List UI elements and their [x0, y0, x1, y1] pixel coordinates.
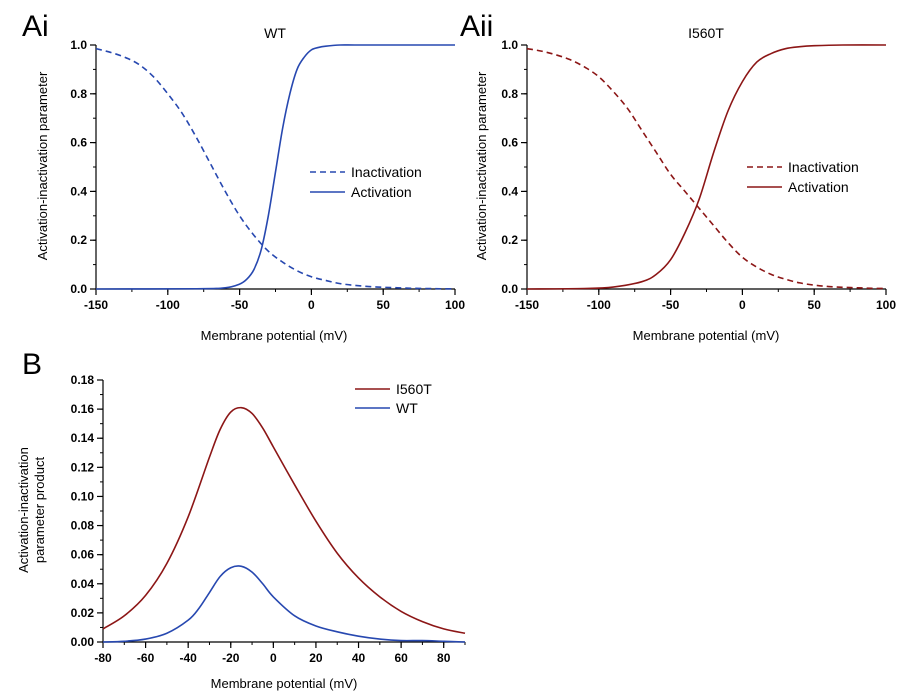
- y-tick-label-ai: 0.0: [70, 282, 87, 296]
- y-tick-label-aii: 0.6: [501, 136, 518, 150]
- panel-b: B Membrane potential (mV) Activation-ina…: [16, 348, 466, 691]
- legend-label-activation-ai: Activation: [351, 184, 412, 200]
- x-tick-label-ai: -50: [231, 298, 249, 312]
- y-tick-label-aii: 0.8: [501, 87, 518, 101]
- legend-label-activation-aii: Activation: [788, 179, 849, 195]
- x-tick-label-b: 80: [437, 651, 451, 665]
- legend-label-inactivation-aii: Inactivation: [788, 159, 859, 175]
- legend-label-inactivation-ai: Inactivation: [351, 164, 422, 180]
- y-axis-label-b: Activation-inactivation parameter produc…: [16, 447, 47, 573]
- x-tick-label-aii: 50: [808, 298, 822, 312]
- y-tick-label-aii: 0.4: [501, 184, 518, 198]
- panel-title-aii: I560T: [688, 25, 724, 41]
- legend-label-wt-b: WT: [396, 400, 418, 416]
- y-tick-label-b: 0.10: [71, 489, 95, 503]
- axes-ai: -150 -100 -50 0 50 100 0.0 0.2 0.4 0.6 0.8 1.0: [70, 38, 465, 312]
- panel-letter-b: B: [22, 348, 42, 381]
- x-axis-label-ai: Membrane potential (mV): [201, 328, 348, 343]
- x-tick-label-ai: 50: [377, 298, 391, 312]
- y-axis-label-b-line1: Activation-inactivation: [16, 447, 31, 573]
- x-tick-label-b: -80: [94, 651, 112, 665]
- y-axis-label-aii: Activation-inactivation parameter: [474, 71, 489, 260]
- series-line-i560t-b: [102, 406, 466, 635]
- y-tick-label-aii: 1.0: [501, 38, 518, 52]
- axes-aii: -150 -100 -50 0 50 100 0.0 0.2 0.4 0.6 0.8 1.0: [501, 38, 896, 312]
- y-tick-label-aii: 0.2: [501, 233, 518, 247]
- y-tick-label-b: 0.02: [71, 606, 95, 620]
- x-axis-label-b: Membrane potential (mV): [211, 676, 358, 691]
- x-tick-label-b: -60: [137, 651, 155, 665]
- series-line-activation-aii: [526, 44, 887, 290]
- x-tick-label-aii: -100: [587, 298, 611, 312]
- legend-b: I560T WT: [355, 381, 432, 416]
- y-tick-label-b: 0.14: [71, 431, 95, 445]
- panel-letter-ai: Ai: [22, 10, 49, 43]
- panel-ai: Ai WT Membrane potential (mV) Activation…: [22, 10, 465, 343]
- y-tick-label-b: 0.06: [71, 548, 95, 562]
- series-line-activation-ai: [95, 44, 455, 290]
- x-tick-label-b: 0: [270, 651, 277, 665]
- x-tick-label-b: 20: [309, 651, 323, 665]
- panel-aii: Aii I560T Membrane potential (mV) Activa…: [460, 10, 896, 343]
- y-tick-label-ai: 0.8: [70, 87, 87, 101]
- x-tick-label-ai: -150: [84, 298, 108, 312]
- x-tick-label-ai: -100: [156, 298, 180, 312]
- y-tick-label-b: 0.08: [71, 519, 95, 533]
- y-tick-label-ai: 0.6: [70, 136, 87, 150]
- series-line-wt-b: [102, 565, 466, 643]
- y-tick-label-b: 0.18: [71, 373, 95, 387]
- y-tick-label-b: 0.00: [71, 635, 95, 649]
- y-tick-label-b: 0.12: [71, 460, 95, 474]
- y-tick-label-ai: 0.2: [70, 233, 87, 247]
- legend-aii: Inactivation Activation: [747, 159, 859, 195]
- x-tick-label-ai: 0: [308, 298, 315, 312]
- x-tick-label-b: 60: [394, 651, 408, 665]
- axes-b: -80 -60 -40 -20 0 20 40 60 80 0.00 0.02 0.04 0.06 0.0…: [71, 373, 466, 665]
- x-tick-label-aii: -150: [515, 298, 539, 312]
- x-tick-label-b: 40: [352, 651, 366, 665]
- y-tick-label-b: 0.04: [71, 577, 95, 591]
- x-tick-label-aii: -50: [662, 298, 680, 312]
- series-line-inactivation-ai: [95, 47, 456, 290]
- y-tick-label-aii: 0.0: [501, 282, 518, 296]
- panel-letter-aii: Aii: [460, 10, 493, 43]
- panel-title-ai: WT: [264, 25, 286, 41]
- legend-ai: Inactivation Activation: [310, 164, 422, 200]
- x-tick-label-aii: 0: [739, 298, 746, 312]
- x-tick-label-b: -40: [180, 651, 198, 665]
- y-tick-label-ai: 1.0: [70, 38, 87, 52]
- series-line-inactivation-aii: [526, 47, 887, 290]
- y-tick-label-b: 0.16: [71, 402, 95, 416]
- y-axis-label-b-line2: parameter product: [32, 457, 47, 564]
- y-axis-label-ai: Activation-inactivation parameter: [35, 71, 50, 260]
- x-tick-label-ai: 100: [445, 298, 465, 312]
- legend-label-i560t-b: I560T: [396, 381, 432, 397]
- x-tick-label-aii: 100: [876, 298, 896, 312]
- y-tick-label-ai: 0.4: [70, 184, 87, 198]
- x-tick-label-b: -20: [222, 651, 240, 665]
- x-axis-label-aii: Membrane potential (mV): [633, 328, 780, 343]
